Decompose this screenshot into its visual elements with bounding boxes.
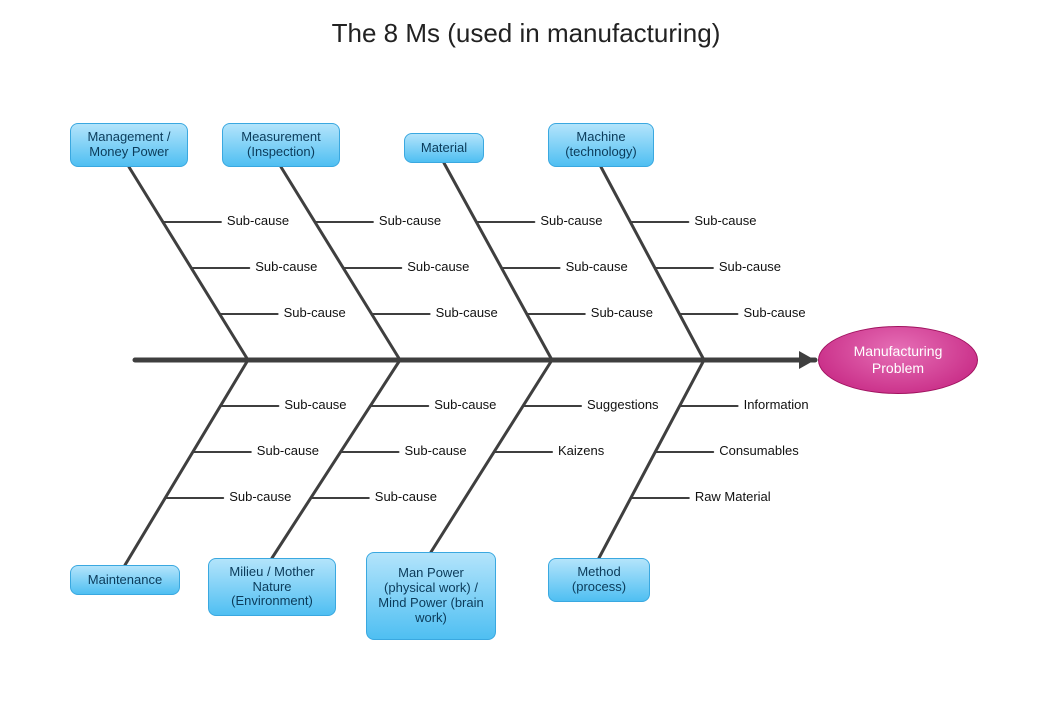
sub-cause-label: Sub-cause xyxy=(743,305,805,320)
sub-cause-label: Sub-cause xyxy=(257,443,319,458)
sub-cause-label: Sub-cause xyxy=(591,305,653,320)
cause-box-machine: Machine (technology) xyxy=(548,123,654,167)
sub-cause-label: Sub-cause xyxy=(375,489,437,504)
sub-cause-label: Sub-cause xyxy=(284,305,346,320)
sub-cause-label: Sub-cause xyxy=(405,443,467,458)
cause-box-manpower: Man Power (physical work) / Mind Power (… xyxy=(366,552,496,640)
sub-cause-label: Consumables xyxy=(719,443,799,458)
effect-oval: Manufacturing Problem xyxy=(818,326,978,394)
sub-cause-label: Sub-cause xyxy=(434,397,496,412)
sub-cause-label: Sub-cause xyxy=(284,397,346,412)
cause-box-material: Material xyxy=(404,133,484,163)
sub-cause-label: Kaizens xyxy=(558,443,604,458)
sub-cause-label: Sub-cause xyxy=(227,213,289,228)
sub-cause-label: Sub-cause xyxy=(229,489,291,504)
cause-box-management: Management / Money Power xyxy=(70,123,188,167)
sub-cause-label: Sub-cause xyxy=(694,213,756,228)
sub-cause-label: Sub-cause xyxy=(436,305,498,320)
sub-cause-label: Sub-cause xyxy=(566,259,628,274)
cause-box-milieu: Milieu / Mother Nature (Environment) xyxy=(208,558,336,616)
sub-cause-label: Raw Material xyxy=(695,489,771,504)
sub-cause-label: Information xyxy=(744,397,809,412)
sub-cause-label: Suggestions xyxy=(587,397,659,412)
cause-box-method: Method (process) xyxy=(548,558,650,602)
sub-cause-label: Sub-cause xyxy=(407,259,469,274)
cause-box-measurement: Measurement (Inspection) xyxy=(222,123,340,167)
fishbone-diagram: The 8 Ms (used in manufacturing) Manufac… xyxy=(0,0,1052,715)
sub-cause-label: Sub-cause xyxy=(540,213,602,228)
cause-box-maintenance: Maintenance xyxy=(70,565,180,595)
sub-cause-label: Sub-cause xyxy=(379,213,441,228)
sub-cause-label: Sub-cause xyxy=(255,259,317,274)
sub-cause-label: Sub-cause xyxy=(719,259,781,274)
